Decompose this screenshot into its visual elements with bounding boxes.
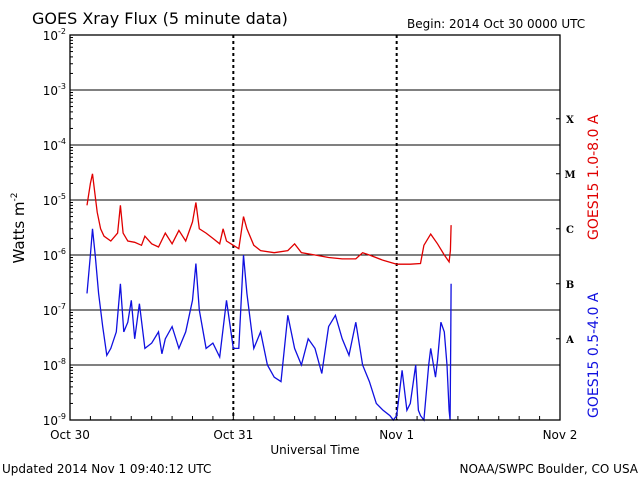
y-tick-exponent: -7: [58, 302, 66, 311]
class-label: X: [566, 115, 574, 126]
flare-class-ticks: [556, 118, 560, 340]
class-label: M: [564, 170, 575, 181]
series-line-short-wavelength: [86, 228, 452, 422]
y-tick-exponent: -9: [58, 412, 66, 421]
plot-frame: [69, 34, 561, 421]
y-tick-base: 10: [43, 194, 58, 208]
x-axis-label: Universal Time: [270, 443, 359, 457]
y-tick-label: 10-4: [43, 137, 66, 153]
y-tick-base: 10: [43, 29, 58, 43]
y-tick-label: 10-7: [43, 302, 66, 318]
chart-title: GOES Xray Flux (5 minute data): [32, 9, 288, 28]
x-tick-label: Oct 31: [213, 428, 253, 442]
y-axis-label: Watts m-2: [10, 192, 28, 263]
y-axis-label-base: Watts m: [10, 201, 28, 263]
updated-timestamp: Updated 2014 Nov 1 09:40:12 UTC: [2, 462, 211, 476]
horizontal-grid: [70, 34, 560, 421]
y-tick-exponent: -5: [58, 192, 66, 201]
y-tick-label: 10-2: [43, 27, 66, 43]
y-tick-base: 10: [43, 304, 58, 318]
class-label: C: [566, 225, 574, 236]
series-line-long-wavelength: [86, 173, 452, 265]
y-tick-exponent: -8: [58, 357, 66, 366]
x-tick-label: Nov 1: [379, 428, 414, 442]
class-label: B: [566, 280, 574, 291]
y-tick-base: 10: [43, 414, 58, 428]
y-axis-label-exponent: -2: [10, 192, 20, 201]
y-tick-base: 10: [43, 84, 58, 98]
begin-label: Begin: 2014 Oct 30 0000 UTC: [407, 17, 585, 31]
y-axis-tick-labels: 10-910-810-710-610-510-410-310-2: [43, 27, 66, 428]
y-tick-exponent: -6: [58, 247, 66, 256]
y-tick-exponent: -2: [58, 27, 66, 36]
flare-class-labels: A B C M X: [564, 115, 575, 346]
y-tick-exponent: -3: [58, 82, 66, 91]
x-axis-ticks: [69, 35, 561, 420]
x-tick-label: Nov 2: [543, 428, 578, 442]
y-tick-label: 10-6: [43, 247, 66, 263]
y-tick-exponent: -4: [58, 137, 66, 146]
class-label: A: [565, 335, 574, 346]
x-tick-label: Oct 30: [50, 428, 90, 442]
y-tick-base: 10: [43, 139, 58, 153]
y-tick-base: 10: [43, 249, 58, 263]
y-tick-base: 10: [43, 359, 58, 373]
x-axis-tick-labels: Oct 30 Oct 31 Nov 1 Nov 2: [50, 428, 577, 442]
y-tick-label: 10-8: [43, 357, 66, 373]
legend-short-wavelength: GOES15 0.5-4.0 A: [586, 292, 602, 418]
credit-label: NOAA/SWPC Boulder, CO USA: [460, 462, 639, 476]
y-tick-label: 10-3: [43, 82, 66, 98]
legend-long-wavelength: GOES15 1.0-8.0 A: [586, 114, 602, 240]
y-tick-label: 10-9: [43, 412, 66, 428]
y-tick-label: 10-5: [43, 192, 66, 208]
